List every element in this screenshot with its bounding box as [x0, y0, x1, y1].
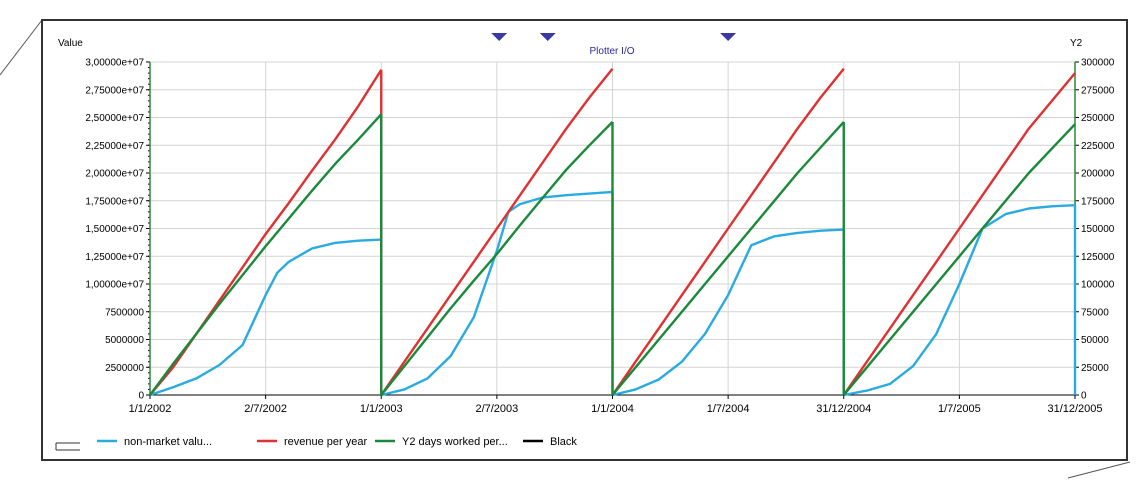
series-line [380, 67, 614, 396]
y-tick-label-left: 2,50000e+07 [85, 113, 144, 124]
x-tick-label: 1/1/2004 [591, 403, 634, 415]
y-tick-label-left: 1,75000e+07 [85, 196, 144, 207]
y-tick-label-right: 0 [1081, 391, 1087, 402]
corner-decoration-top-left [0, 19, 43, 76]
y-tick-label-right: 125000 [1081, 252, 1115, 263]
series-line [842, 72, 1076, 396]
corner-decoration-bottom-right [1067, 461, 1131, 479]
y-tick-label-left: 2,75000e+07 [85, 85, 144, 96]
x-tick-label: 1/1/2003 [360, 403, 403, 415]
series-line [381, 190, 613, 397]
legend: non-market valu... revenue per year Y2 day… [55, 436, 577, 451]
series-line [611, 67, 845, 396]
y-tick-label-right: 250000 [1081, 113, 1115, 124]
y-tick-label-left: 1,25000e+07 [85, 252, 144, 263]
y-tick-label-right: 225000 [1081, 141, 1115, 152]
series-line [149, 238, 382, 397]
chart-title: Plotter I/O [589, 46, 634, 57]
y-tick-label-left: 2500000 [105, 363, 144, 374]
x-tick-label: 31/12/2004 [816, 403, 871, 415]
x-tick-label: 31/12/2005 [1047, 403, 1102, 415]
time-markers[interactable] [491, 33, 737, 41]
series-lines [149, 67, 1077, 397]
y-tick-label-left: 1,00000e+07 [85, 280, 144, 291]
y-tick-label-right: 100000 [1081, 280, 1115, 291]
y-tick-label-left: 2,00000e+07 [85, 169, 144, 180]
time-marker[interactable] [720, 33, 737, 41]
x-tick-label: 2/7/2003 [475, 403, 518, 415]
series-line [612, 228, 844, 397]
y-tick-label-left: 0 [138, 391, 144, 402]
y-tick-label-right: 175000 [1081, 196, 1115, 207]
y-tick-label-left: 7500000 [105, 307, 144, 318]
time-marker[interactable] [539, 33, 556, 41]
y-axis-label-right: Y2 [1070, 38, 1083, 49]
x-tick-label: 1/7/2004 [707, 403, 750, 415]
series-line [611, 121, 845, 396]
series-line [380, 121, 614, 396]
y-tick-label-left: 5000000 [105, 335, 144, 346]
y-tick-label-right: 200000 [1081, 169, 1115, 180]
series-line [843, 204, 1076, 397]
y-tick-label-right: 75000 [1081, 307, 1109, 318]
legend-label: revenue per year [284, 436, 367, 448]
y-tick-label-right: 25000 [1081, 363, 1109, 374]
y-tick-label-right: 300000 [1081, 58, 1115, 69]
y-tick-label-right: 150000 [1081, 224, 1115, 235]
axes: 0 0 2500000 25000 5000000 50000 7500000 75000 1,… [85, 58, 1114, 416]
legend-label: Black [550, 436, 577, 448]
y-tick-label-left: 2,25000e+07 [85, 141, 144, 152]
x-tick-label: 1/7/2005 [938, 403, 981, 415]
series-line [149, 113, 383, 396]
legend-label: non-market valu... [124, 436, 212, 448]
chart-frame [41, 19, 1128, 461]
x-tick-label: 1/1/2002 [129, 403, 172, 415]
y-tick-label-left: 3,00000e+07 [85, 58, 144, 69]
series-line [842, 123, 1076, 396]
y-tick-label-right: 275000 [1081, 85, 1115, 96]
x-tick-label: 2/7/2002 [244, 403, 287, 415]
time-marker[interactable] [491, 33, 508, 41]
legend-label: Y2 days worked per... [402, 436, 508, 448]
y-tick-label-left: 1,50000e+07 [85, 224, 144, 235]
legend-handle-icon [55, 442, 80, 451]
y-axis-label-left: Value [58, 38, 83, 49]
y-tick-label-right: 50000 [1081, 335, 1109, 346]
